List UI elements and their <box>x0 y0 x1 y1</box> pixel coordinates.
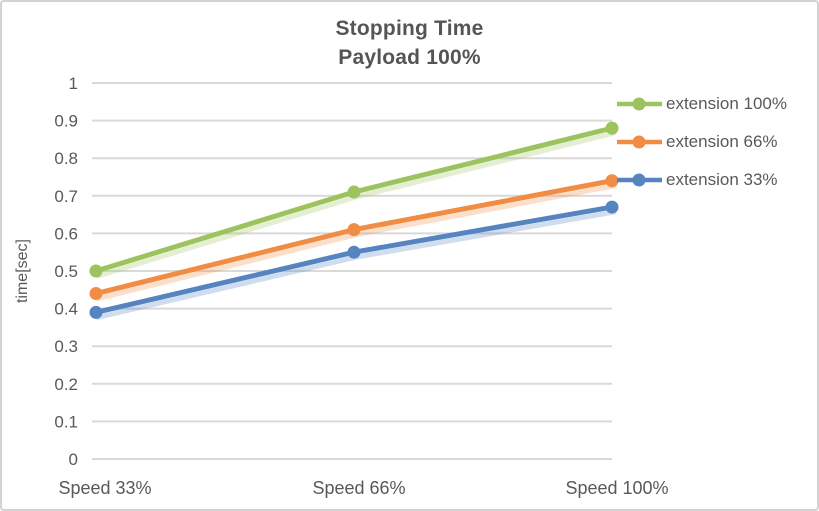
series-extension-33- <box>89 200 619 319</box>
data-point-marker <box>347 223 361 237</box>
y-axis-tick-labels: 1 0.9 0.8 0.7 0.6 0.5 0.4 0.3 0.2 0.1 0 <box>54 74 78 469</box>
y-tick-label: 0.2 <box>54 375 78 394</box>
y-tick-label: 0.1 <box>54 412 78 431</box>
y-tick-label: 1 <box>69 74 78 93</box>
y-tick-label: 0.6 <box>54 224 78 243</box>
data-point-marker <box>89 305 103 319</box>
legend-item: extension 66% <box>616 128 811 156</box>
series-line-shadow <box>95 183 617 302</box>
data-point-marker <box>347 245 361 259</box>
data-point-marker <box>89 287 103 301</box>
x-category-label: Speed 33% <box>58 478 151 498</box>
y-tick-label: 0.7 <box>54 187 78 206</box>
data-point-marker <box>605 121 619 135</box>
y-tick-label: 0.4 <box>54 300 78 319</box>
y-tick-label: 0 <box>69 450 78 469</box>
y-tick-label: 0.5 <box>54 262 78 281</box>
legend-label: extension 66% <box>666 132 778 151</box>
series-extension-100- <box>89 121 619 278</box>
data-point-marker <box>89 264 103 278</box>
x-category-label: Speed 66% <box>312 478 405 498</box>
chart-title-line1: Stopping Time <box>335 17 484 40</box>
y-tick-label: 0.3 <box>54 337 78 356</box>
legend-label: extension 100% <box>666 94 787 113</box>
legend-item: extension 100% <box>616 90 811 118</box>
legend: extension 100% extension 66% extension 33% <box>616 90 811 204</box>
x-category-label: Speed 100% <box>565 478 668 498</box>
data-point-marker <box>347 185 361 199</box>
legend-label: extension 33% <box>666 170 778 189</box>
chart-title-line2: Payload 100% <box>338 46 481 69</box>
legend-item: extension 33% <box>616 166 811 194</box>
data-point-marker <box>605 174 619 188</box>
legend-line-marker-icon <box>617 135 662 149</box>
legend-line-marker-icon <box>617 97 662 111</box>
y-tick-label: 0.8 <box>54 149 78 168</box>
x-axis-labels: Speed 33% Speed 66% Speed 100% <box>58 478 668 498</box>
gridlines <box>92 82 612 460</box>
y-tick-label: 0.9 <box>54 112 78 131</box>
data-point-marker <box>605 200 619 214</box>
series-extension-66- <box>89 174 619 301</box>
legend-line-marker-icon <box>617 173 662 187</box>
chart-title: Stopping Time Payload 100% <box>2 14 817 72</box>
